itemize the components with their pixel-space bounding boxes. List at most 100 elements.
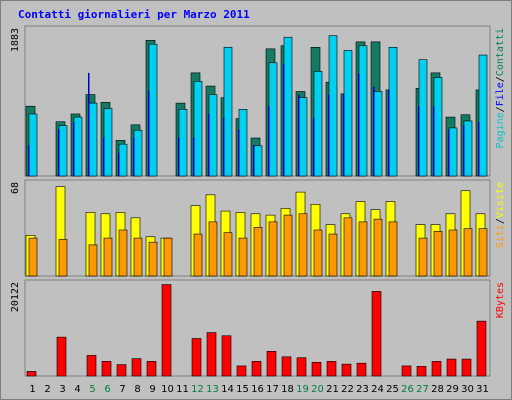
- x-tick-label: 23: [356, 384, 369, 395]
- bar-siti: [28, 237, 38, 277]
- bar-file: [118, 152, 120, 176]
- bar-pagine: [238, 109, 248, 177]
- bar-pagine: [223, 46, 233, 177]
- bar-file: [358, 73, 360, 176]
- bar-file: [223, 117, 225, 176]
- bar-pagine: [268, 62, 278, 177]
- bar-siti: [193, 233, 203, 277]
- x-tick-label: 5: [89, 384, 95, 395]
- bar-siti: [388, 221, 398, 277]
- bar-kbytes: [251, 361, 262, 377]
- bar-file: [328, 94, 330, 176]
- x-tick-label: 18: [281, 384, 294, 395]
- bar-siti: [463, 228, 473, 277]
- bar-pagine: [208, 94, 218, 177]
- legend-entry: /: [495, 218, 506, 224]
- bar-siti: [478, 228, 488, 277]
- bar-kbytes: [431, 361, 442, 377]
- bar-siti: [448, 229, 458, 277]
- bar-kbytes: [281, 356, 292, 377]
- bar-pagine: [88, 102, 98, 177]
- bar-file: [343, 94, 345, 176]
- bar-siti: [358, 221, 368, 277]
- bar-kbytes: [206, 332, 217, 377]
- bar-kbytes: [116, 364, 127, 377]
- bar-siti: [313, 229, 323, 277]
- panel-3-legend: KBytes: [495, 282, 506, 318]
- bar-kbytes: [356, 362, 367, 377]
- bar-file: [373, 86, 375, 176]
- bar-siti: [163, 237, 173, 277]
- bar-file: [178, 137, 180, 176]
- x-tick-label: 6: [104, 384, 110, 395]
- bar-kbytes: [446, 358, 457, 377]
- bar-siti: [433, 231, 443, 277]
- bar-kbytes: [101, 361, 112, 377]
- bar-file: [148, 90, 150, 176]
- bar-file: [313, 117, 315, 176]
- bar-kbytes: [401, 365, 412, 377]
- bar-kbytes: [416, 366, 427, 377]
- bar-siti: [88, 244, 98, 277]
- bar-kbytes: [371, 291, 382, 377]
- x-tick-label: 8: [134, 384, 140, 395]
- bar-file: [268, 106, 270, 176]
- x-tick-label: 14: [221, 384, 234, 395]
- bar-pagine: [148, 43, 158, 177]
- x-tick-label: 10: [161, 384, 174, 395]
- legend-entry: File: [495, 82, 506, 106]
- bar-file: [283, 63, 285, 176]
- bar-pagine: [313, 71, 323, 177]
- bar-kbytes: [56, 336, 67, 377]
- bar-file: [193, 137, 195, 176]
- x-tick-label: 27: [416, 384, 429, 395]
- bar-siti: [283, 214, 293, 277]
- bar-pagine: [178, 109, 188, 177]
- bar-siti: [133, 237, 143, 277]
- panel-2-max-label: 68: [10, 182, 21, 194]
- x-tick-label: 1: [29, 384, 35, 395]
- x-tick-label: 28: [431, 384, 444, 395]
- panel-3-max-label: 20122: [10, 282, 21, 312]
- bar-kbytes: [326, 361, 337, 377]
- legend-entry: KBytes: [495, 282, 506, 318]
- x-tick-label: 25: [386, 384, 399, 395]
- legend-entry: Contatti: [495, 28, 506, 76]
- panel-1-legend: Pagine/File/Contatti: [495, 28, 506, 148]
- chart-title: Contatti giornalieri per Marzo 2011: [18, 8, 250, 21]
- bar-kbytes: [221, 335, 232, 377]
- bar-file: [448, 129, 450, 176]
- bar-pagine: [58, 125, 68, 177]
- bar-siti: [118, 229, 128, 277]
- bar-file: [208, 113, 210, 176]
- x-tick-label: 17: [266, 384, 279, 395]
- panel-3-background: [24, 279, 491, 377]
- x-tick-label: 12: [191, 384, 204, 395]
- bar-file: [73, 121, 75, 176]
- bar-pagine: [283, 36, 293, 177]
- x-tick-label: 7: [119, 384, 125, 395]
- legend-entry: /: [495, 76, 506, 82]
- legend-entry: Siti: [495, 224, 506, 248]
- bar-pagine: [463, 120, 473, 177]
- bar-pagine: [478, 54, 488, 177]
- bar-file: [58, 129, 60, 176]
- bar-kbytes: [341, 363, 352, 377]
- legend-entry: Visite: [495, 182, 506, 218]
- bar-kbytes: [86, 355, 97, 377]
- bar-kbytes: [236, 365, 247, 377]
- bar-siti: [268, 221, 278, 277]
- legend-entry: Pagine: [495, 112, 506, 148]
- bar-file: [463, 125, 465, 176]
- bar-kbytes: [476, 320, 487, 377]
- legend-entry: /: [495, 106, 506, 112]
- bar-file: [28, 144, 30, 176]
- bar-pagine: [388, 46, 398, 177]
- bar-pagine: [373, 91, 383, 177]
- bar-file: [133, 137, 135, 176]
- bar-kbytes: [26, 371, 37, 377]
- x-tick-label: 2: [44, 384, 50, 395]
- x-tick-label: 13: [206, 384, 219, 395]
- x-tick-label: 24: [371, 384, 384, 395]
